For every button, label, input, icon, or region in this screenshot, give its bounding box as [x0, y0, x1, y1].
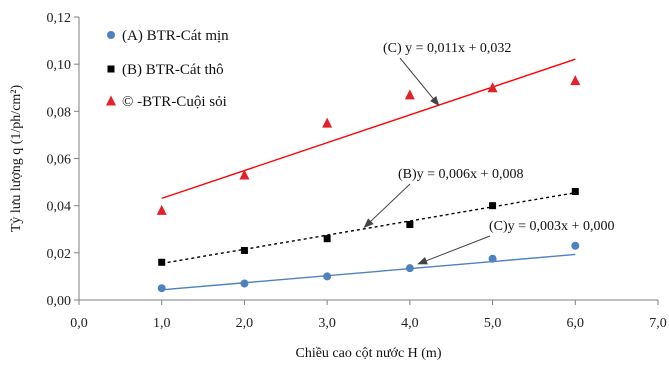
- data-point-series-2: [406, 221, 414, 229]
- x-tick-label: 4,0: [401, 316, 419, 331]
- x-tick-label: 5,0: [484, 316, 502, 331]
- legend-marker-series-1: [107, 31, 115, 39]
- data-point-series-3: [156, 204, 167, 215]
- x-tick-label: 7,0: [649, 316, 667, 331]
- data-point-series-3: [487, 82, 498, 93]
- y-tick-label: 0,06: [47, 153, 72, 168]
- data-point-series-3: [404, 89, 415, 100]
- x-tick-label: 1,0: [153, 316, 171, 331]
- legend-label: (A) BTR-Cát mịn: [122, 28, 229, 44]
- data-point-series-3: [322, 117, 333, 128]
- data-point-series-1: [571, 241, 580, 250]
- y-tick-label: 0,00: [47, 294, 72, 309]
- trendline-series-1: [161, 253, 576, 291]
- equation-label: (C) y = 0,011x + 0,032: [383, 41, 511, 56]
- equation-arrow: [363, 183, 411, 229]
- y-tick-label: 0,10: [47, 58, 72, 73]
- x-tick-label: 6,0: [567, 316, 585, 331]
- y-tick-label: 0,02: [47, 247, 72, 262]
- equation-label: (B)y = 0,006x + 0,008: [398, 167, 523, 182]
- equation-arrow: [399, 57, 440, 107]
- data-point-series-1: [157, 284, 166, 293]
- trendline-series-2: [161, 192, 576, 265]
- data-point-series-2: [158, 258, 166, 266]
- data-point-series-1: [488, 254, 497, 263]
- equation-arrow: [417, 235, 491, 265]
- data-point-series-2: [240, 246, 248, 254]
- data-point-series-2: [489, 202, 497, 210]
- x-tick-label: 0,0: [70, 316, 88, 331]
- y-tick-label: 0,04: [47, 200, 72, 215]
- axes-layer: 0,0 1,0 2,0 3,0 4,0 5,0 6,0 7,0 0,00 0,02 0,04 0,06…: [47, 11, 667, 331]
- data-point-series-1: [240, 279, 249, 288]
- x-tick-label: 2,0: [236, 316, 254, 331]
- annotations-layer: (C) y = 0,011x + 0,032 (B)y = 0,006x + 0,…: [363, 41, 614, 265]
- data-point-series-2: [571, 188, 579, 196]
- legend-marker-series-3: [106, 95, 116, 106]
- y-tick-label: 0,08: [47, 105, 72, 120]
- fit-lines-layer: [161, 58, 576, 291]
- trendline-series-3: [161, 58, 576, 200]
- x-axis-title: Chiều cao cột nước H (m): [295, 346, 441, 361]
- legend-marker-series-2: [107, 65, 115, 73]
- data-point-series-2: [323, 235, 331, 243]
- data-point-series-1: [323, 272, 332, 281]
- data-point-series-3: [239, 169, 250, 180]
- data-point-series-3: [570, 75, 581, 86]
- legend-label: © -BTR-Cuội sỏi: [122, 94, 227, 110]
- equation-label: (C)y = 0,003x + 0,000: [489, 219, 614, 234]
- legend-label: (B) BTR-Cát thô: [122, 62, 224, 78]
- y-axis-title: Tỷ lưu lượng q (1/ph/cm²): [9, 85, 24, 233]
- data-points-layer: [156, 75, 581, 293]
- legend: (A) BTR-Cát mịn (B) BTR-Cát thô © -BTR-Cuộ…: [106, 28, 229, 110]
- x-tick-label: 3,0: [318, 316, 336, 331]
- data-point-series-1: [405, 264, 414, 273]
- y-tick-label: 0,12: [47, 11, 72, 26]
